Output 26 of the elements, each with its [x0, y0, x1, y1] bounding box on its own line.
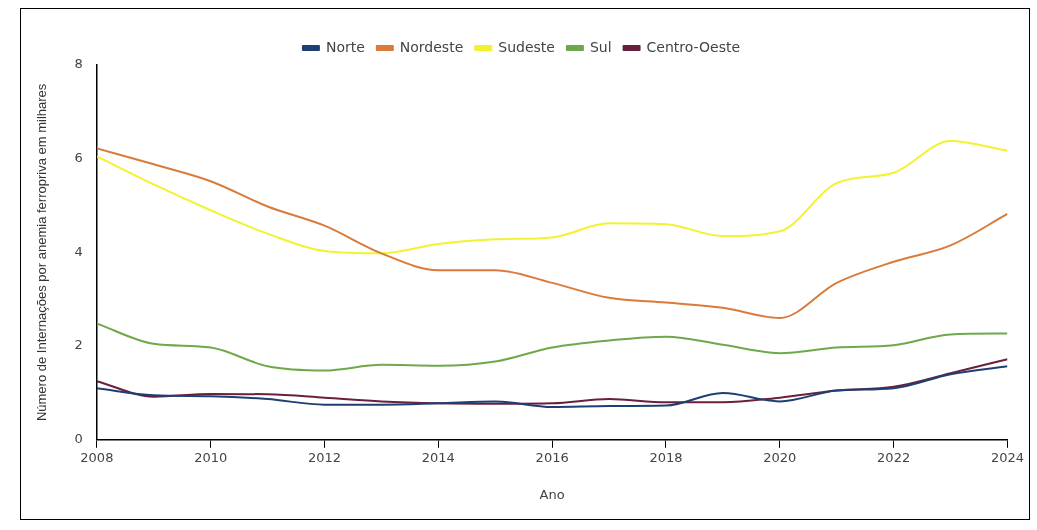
legend-label: Norte	[325, 38, 365, 55]
y-tick-label: 6	[74, 150, 83, 166]
y-axis-title: Número de Internações por anemia ferropriva em milhares	[34, 83, 50, 422]
line-series	[96, 147, 1008, 319]
x-tick-label: 2018	[649, 449, 683, 465]
legend-label: Sul	[589, 38, 612, 55]
line-series	[96, 365, 1008, 409]
legend-label: Centro-Oeste	[646, 38, 741, 55]
x-tick-label: 2022	[877, 449, 911, 465]
line-series	[96, 139, 1008, 255]
y-tick-label: 2	[74, 337, 83, 353]
y-tick-label: 8	[74, 56, 83, 72]
x-tick-label: 2024	[990, 449, 1024, 465]
legend-label: Nordeste	[399, 38, 464, 55]
x-tick-label: 2016	[535, 449, 569, 465]
line-series	[96, 358, 1008, 405]
y-tick-label: 0	[74, 431, 83, 447]
legend-label: Sudeste	[498, 38, 555, 55]
x-tick-label: 2014	[421, 449, 455, 465]
x-tick-label: 2008	[80, 449, 114, 465]
x-axis-title: Ano	[539, 486, 565, 502]
x-tick-label: 2010	[194, 449, 228, 465]
x-tick-label: 2020	[763, 449, 797, 465]
x-tick-label: 2012	[307, 449, 342, 465]
y-tick-label: 4	[74, 243, 83, 259]
line-series	[96, 322, 1008, 372]
